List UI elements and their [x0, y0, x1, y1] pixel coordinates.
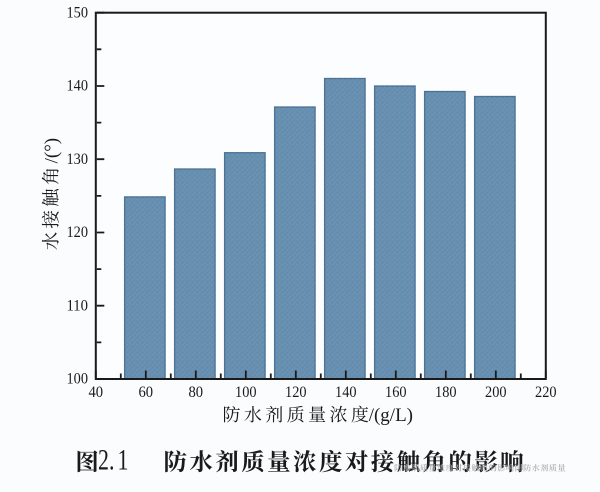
svg-text:60: 60: [139, 384, 154, 401]
svg-text:220: 220: [535, 384, 557, 401]
svg-text:140: 140: [67, 78, 89, 95]
svg-text:/(°): /(°): [41, 138, 62, 164]
svg-text:130: 130: [67, 151, 89, 168]
svg-text:80: 80: [189, 384, 204, 401]
svg-text:140: 140: [335, 384, 357, 401]
svg-text:110: 110: [67, 297, 89, 314]
svg-text:100: 100: [235, 384, 257, 401]
svg-text:180: 180: [435, 384, 457, 401]
svg-text:160: 160: [385, 384, 407, 401]
svg-text:120: 120: [67, 224, 89, 241]
svg-text:40: 40: [89, 384, 104, 401]
svg-text:1: 1: [118, 443, 129, 476]
svg-text:2.: 2.: [98, 443, 114, 476]
svg-text:150: 150: [67, 4, 89, 21]
svg-text:100: 100: [67, 371, 89, 388]
svg-text:120: 120: [285, 384, 307, 401]
svg-text:/(g/L): /(g/L): [369, 405, 413, 426]
svg-text:200: 200: [485, 384, 507, 401]
